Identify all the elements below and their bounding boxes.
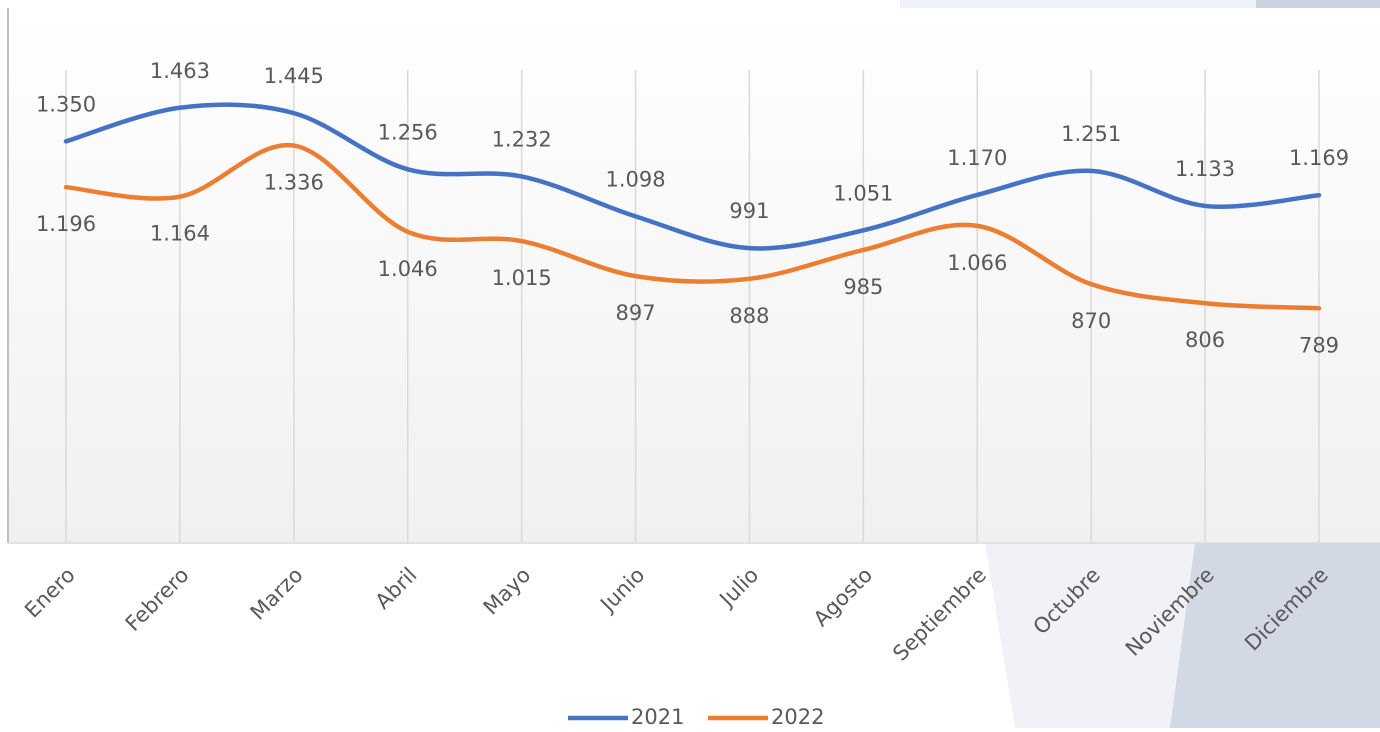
data-label: 1.046 xyxy=(378,257,438,281)
data-label: 1.251 xyxy=(1061,122,1121,146)
data-label: 870 xyxy=(1071,309,1111,333)
data-label: 1.051 xyxy=(833,181,893,205)
data-label: 1.015 xyxy=(492,266,552,290)
data-label: 985 xyxy=(843,275,883,299)
data-label: 1.196 xyxy=(36,212,96,236)
decor xyxy=(985,543,1195,728)
series-line xyxy=(63,142,1322,311)
data-label: 1.098 xyxy=(605,167,665,191)
data-label: 1.164 xyxy=(150,222,210,246)
plot-area xyxy=(8,8,1380,543)
decor xyxy=(1256,0,1380,8)
data-label: 1.256 xyxy=(378,120,438,144)
series-line xyxy=(63,102,1322,251)
data-label: 888 xyxy=(729,304,769,328)
data-label: 1.350 xyxy=(36,92,96,116)
data-label: 1.170 xyxy=(947,146,1007,170)
data-label: 991 xyxy=(729,199,769,223)
decor xyxy=(900,0,1256,8)
data-label: 1.066 xyxy=(947,251,1007,275)
data-label: 1.133 xyxy=(1175,157,1235,181)
legend-label: 2022 xyxy=(771,705,824,728)
data-label: 789 xyxy=(1299,333,1339,357)
data-label: 1.169 xyxy=(1289,146,1349,170)
data-label: 1.232 xyxy=(492,127,552,151)
data-label: 1.336 xyxy=(264,171,324,195)
decor xyxy=(1170,543,1380,728)
data-label: 1.445 xyxy=(264,64,324,88)
data-label: 806 xyxy=(1185,328,1225,352)
data-label: 1.463 xyxy=(150,59,210,83)
data-label: 897 xyxy=(615,301,655,325)
legend-label: 2021 xyxy=(631,705,684,728)
